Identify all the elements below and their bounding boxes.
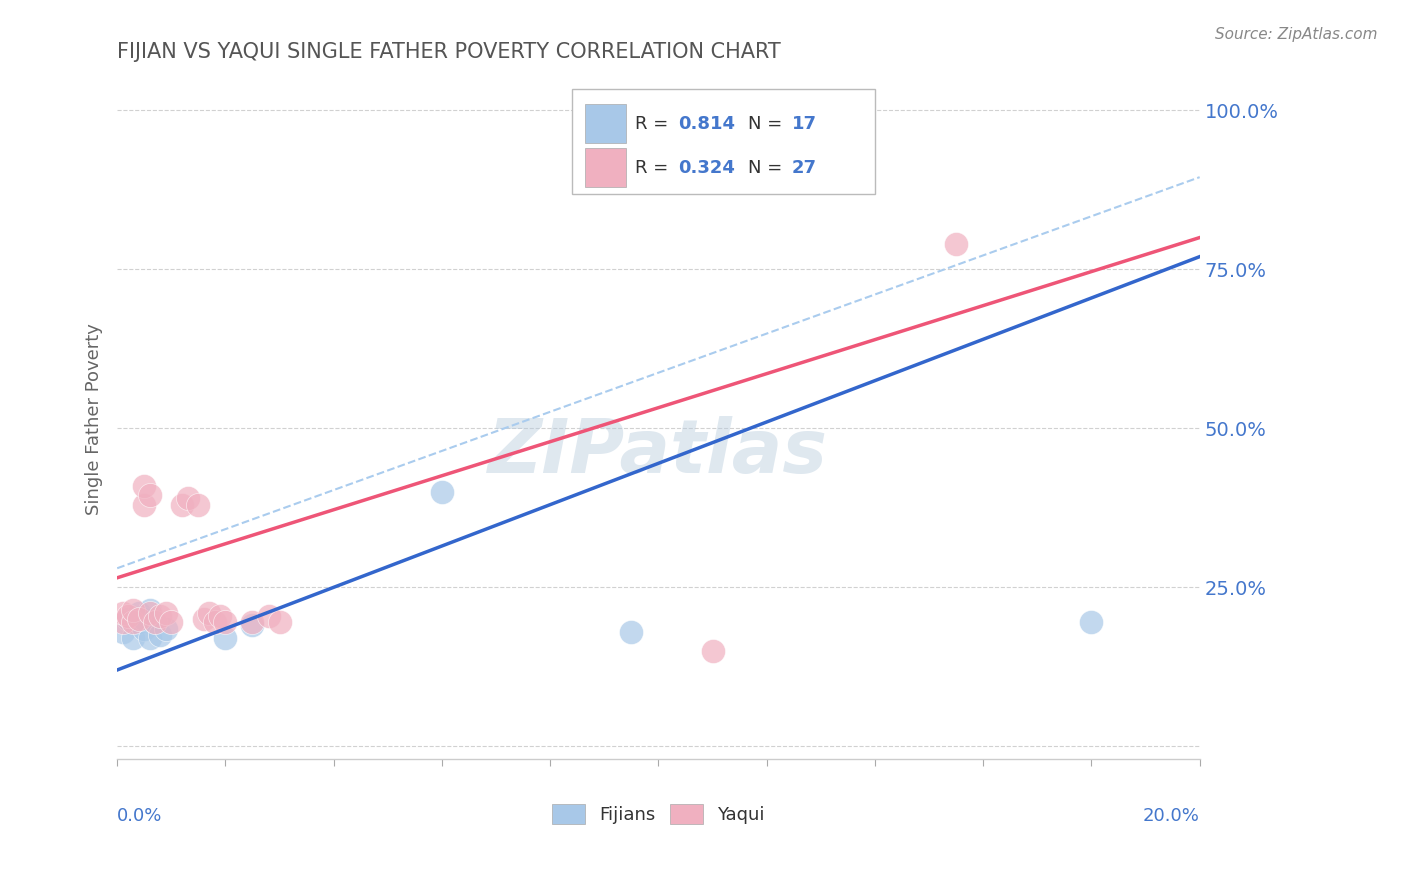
Point [172,498,194,512]
Point [257,609,280,624]
Point [214,615,236,630]
Text: 27: 27 [792,159,817,177]
Point [122,602,145,616]
Point [117,609,139,624]
Text: N =: N = [748,114,789,133]
Text: 20.0%: 20.0% [1143,806,1199,824]
FancyBboxPatch shape [585,148,626,187]
Point [214,631,236,645]
Point [138,488,160,502]
Point [430,484,453,499]
Point [176,491,198,506]
Point [138,606,160,620]
Point [155,622,177,636]
Point [149,609,172,624]
Point [269,615,291,630]
Point [111,615,134,630]
FancyBboxPatch shape [585,103,626,144]
Text: 17: 17 [792,114,817,133]
Point [187,498,209,512]
Text: FIJIAN VS YAQUI SINGLE FATHER POVERTY CORRELATION CHART: FIJIAN VS YAQUI SINGLE FATHER POVERTY CO… [117,42,780,62]
Point [149,628,172,642]
Point [134,478,156,492]
Point [193,612,215,626]
Point [198,606,221,620]
Text: 0.0%: 0.0% [117,806,163,824]
Point [134,612,156,626]
Point [128,612,150,626]
Text: R =: R = [634,114,673,133]
Text: 0.814: 0.814 [678,114,735,133]
Point [128,615,150,630]
Point [620,624,643,639]
Legend: Fijians, Yaqui: Fijians, Yaqui [546,797,772,831]
Point [138,602,160,616]
Point [134,498,156,512]
Text: R =: R = [634,159,673,177]
Y-axis label: Single Father Poverty: Single Father Poverty [86,323,103,515]
Text: 0.324: 0.324 [678,159,735,177]
Point [122,631,145,645]
Point [702,644,724,658]
Point [242,615,264,630]
Point [143,615,166,630]
Point [111,624,134,639]
Point [204,615,226,630]
Point [122,615,145,630]
Point [111,606,134,620]
Point [117,612,139,626]
Point [143,615,166,630]
Text: ZIPatlas: ZIPatlas [488,417,828,490]
Point [134,622,156,636]
Point [160,615,183,630]
Point [138,631,160,645]
Text: Source: ZipAtlas.com: Source: ZipAtlas.com [1215,27,1378,42]
FancyBboxPatch shape [572,89,875,194]
Point [1080,615,1102,630]
Point [945,236,967,251]
Point [242,618,264,632]
Point [208,609,231,624]
Text: N =: N = [748,159,789,177]
Point [155,606,177,620]
Point [128,606,150,620]
